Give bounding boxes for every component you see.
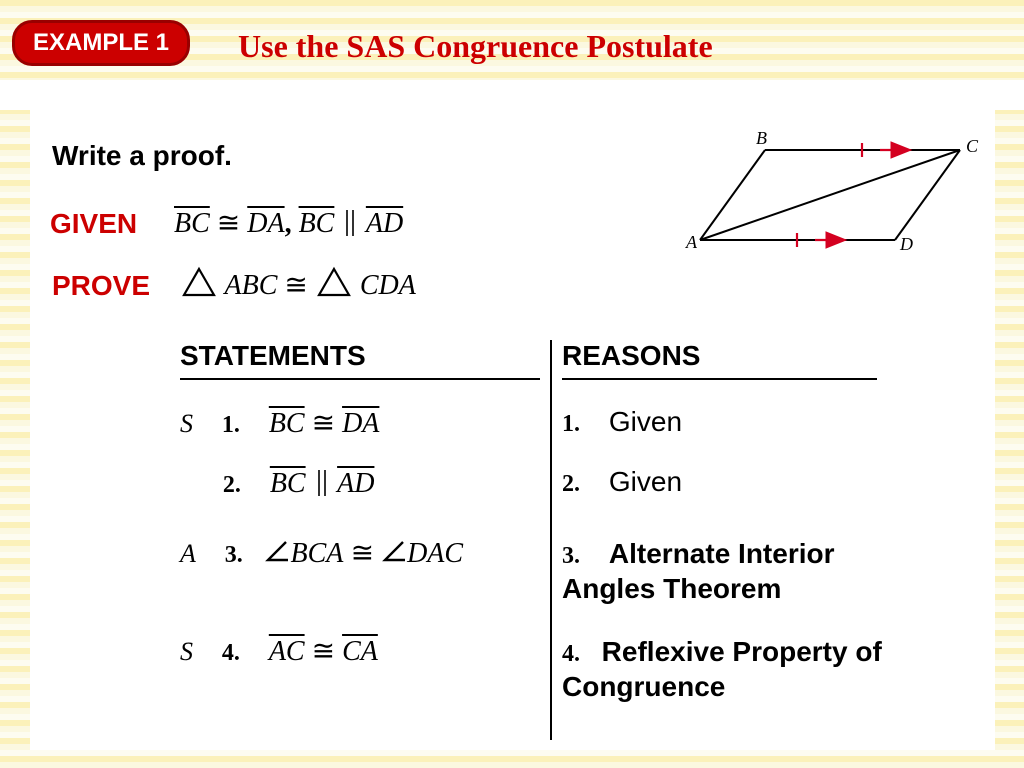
table-row: 1. Given bbox=[562, 406, 682, 438]
cong-symbol: ≅ bbox=[217, 208, 247, 239]
svg-text:D: D bbox=[899, 234, 913, 254]
triangle-icon bbox=[315, 266, 353, 306]
reason-text: Alternate Interior Angles Theorem bbox=[562, 538, 835, 604]
reason-number: 2. bbox=[562, 471, 580, 497]
seg-da: DA bbox=[247, 208, 284, 239]
reason-text: Given bbox=[609, 406, 682, 437]
svg-text:A: A bbox=[685, 232, 698, 252]
step-number: 3. bbox=[225, 542, 243, 568]
step-number: 1. bbox=[222, 412, 240, 438]
sas-marker: S bbox=[180, 409, 193, 438]
svg-text:C: C bbox=[966, 136, 979, 156]
reason-number: 3. bbox=[562, 543, 580, 569]
tri-cda: CDA bbox=[360, 270, 416, 301]
reason-text: Given bbox=[609, 466, 682, 497]
reason-number: 4. bbox=[562, 641, 580, 667]
prove-label: PROVE bbox=[52, 270, 150, 302]
step-number: 4. bbox=[222, 640, 240, 666]
seg-bc-2: BC bbox=[299, 208, 335, 239]
tri-abc: ABC bbox=[225, 270, 278, 301]
intro-text: Write a proof. bbox=[52, 140, 232, 172]
table-divider bbox=[550, 340, 552, 740]
seg-bc: BC bbox=[174, 208, 210, 239]
triangle-icon bbox=[180, 266, 218, 306]
table-row: 2. BC AD bbox=[180, 466, 374, 508]
given-expression: BC ≅ DA, BC AD bbox=[174, 206, 403, 248]
table-row: S 4. AC ≅ CA bbox=[180, 634, 378, 668]
table-row: S 1. BC ≅ DA bbox=[180, 406, 379, 440]
sas-marker: S bbox=[180, 637, 193, 666]
cong-symbol-2: ≅ bbox=[284, 270, 314, 301]
angle-icon bbox=[381, 538, 407, 571]
statements-header: STATEMENTS bbox=[180, 340, 540, 380]
table-row: A 3. BCA ≅ DAC bbox=[180, 536, 463, 571]
prove-expression: ABC ≅ CDA bbox=[180, 266, 416, 306]
step-number: 2. bbox=[223, 472, 241, 498]
table-row: 4. Reflexive Property of Congruence bbox=[562, 634, 932, 704]
table-row: 2. Given bbox=[562, 466, 682, 498]
parallel-symbol bbox=[341, 206, 359, 248]
sas-marker: A bbox=[180, 539, 196, 568]
seg-ad: AD bbox=[366, 208, 403, 239]
reason-number: 1. bbox=[562, 411, 580, 437]
example-badge: EXAMPLE 1 bbox=[12, 20, 190, 66]
svg-text:B: B bbox=[756, 130, 767, 148]
given-label: GIVEN bbox=[50, 208, 137, 240]
given-comma: , bbox=[285, 208, 299, 239]
angle-icon bbox=[264, 538, 290, 571]
table-row: 3. Alternate Interior Angles Theorem bbox=[562, 536, 902, 606]
page-title: Use the SAS Congruence Postulate bbox=[238, 28, 713, 65]
reasons-header: REASONS bbox=[562, 340, 877, 380]
reason-text: Reflexive Property of Congruence bbox=[562, 636, 882, 702]
parallelogram-diagram: A B C D bbox=[680, 130, 990, 265]
panel-header bbox=[0, 80, 1024, 110]
parallel-symbol bbox=[313, 466, 331, 508]
